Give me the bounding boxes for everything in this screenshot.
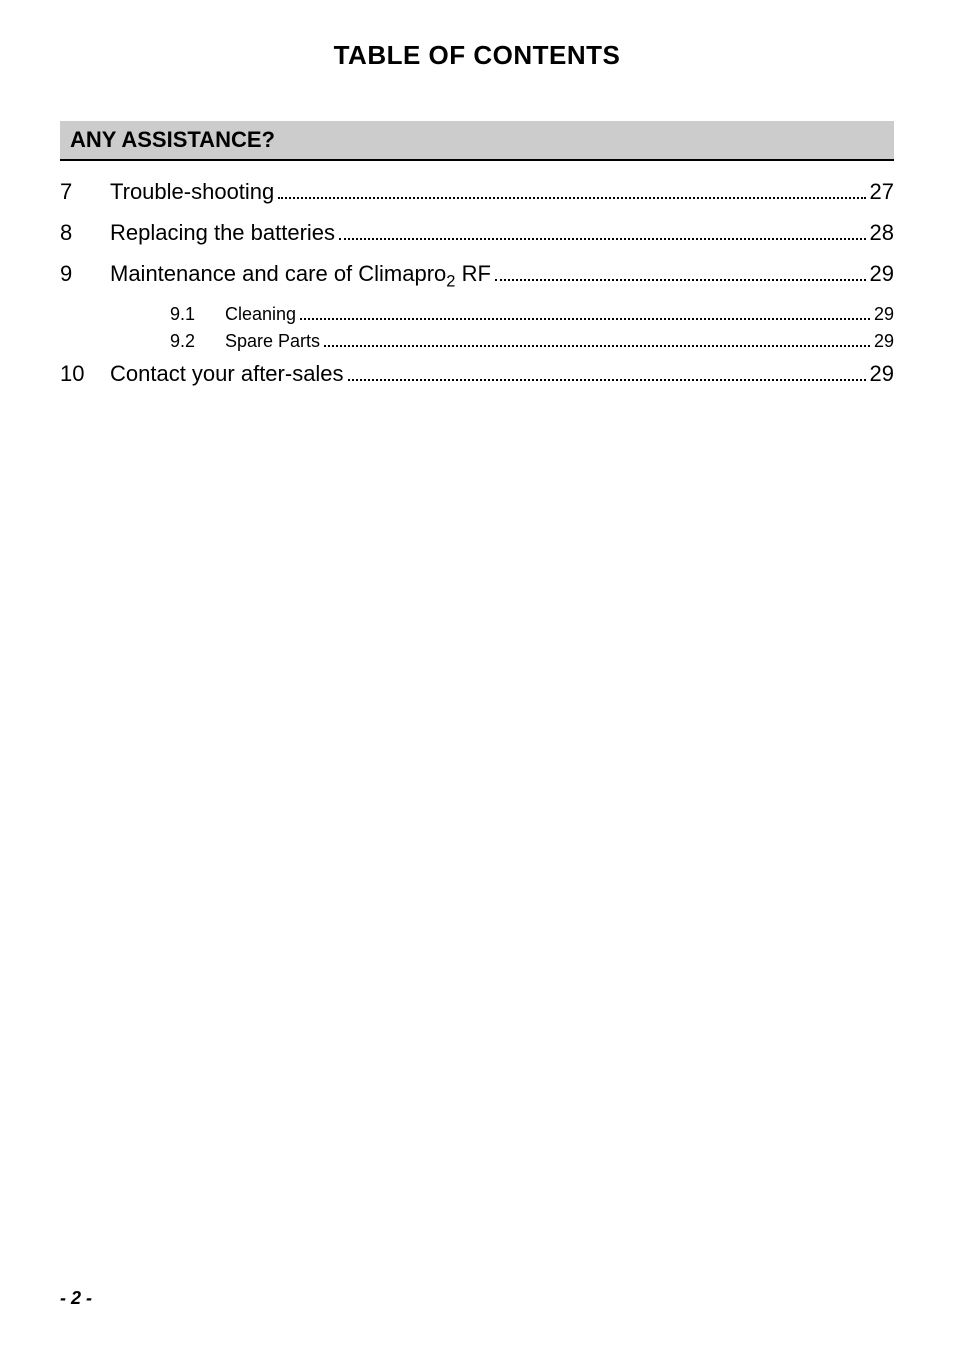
toc-number: 8 bbox=[60, 216, 110, 249]
toc-label: Replacing the batteries bbox=[110, 216, 335, 249]
toc-leader-dots bbox=[324, 345, 870, 347]
toc-sub-page: 29 bbox=[874, 302, 894, 327]
toc-number: 7 bbox=[60, 175, 110, 208]
toc-sub-entry: 9.2 Spare Parts 29 bbox=[60, 329, 894, 354]
toc-sub-number: 9.2 bbox=[170, 329, 225, 354]
toc-page: 27 bbox=[870, 175, 894, 208]
toc-number: 10 bbox=[60, 357, 110, 390]
page-title: TABLE OF CONTENTS bbox=[60, 40, 894, 71]
toc-entry: 7 Trouble-shooting 27 bbox=[60, 175, 894, 208]
toc-label: Contact your after-sales bbox=[110, 357, 344, 390]
toc-sub-entry: 9.1 Cleaning 29 bbox=[60, 302, 894, 327]
toc-label: Trouble-shooting bbox=[110, 175, 274, 208]
toc-sub-label: Cleaning bbox=[225, 302, 296, 327]
toc-leader-dots bbox=[495, 279, 866, 281]
toc-sub-page: 29 bbox=[874, 329, 894, 354]
toc-leader-dots bbox=[339, 238, 865, 240]
toc-page: 29 bbox=[870, 357, 894, 390]
toc-leader-dots bbox=[278, 197, 865, 199]
toc-leader-dots bbox=[348, 379, 866, 381]
toc-sub-label: Spare Parts bbox=[225, 329, 320, 354]
toc-page: 28 bbox=[870, 216, 894, 249]
toc-label-part: RF bbox=[455, 261, 490, 286]
page-footer: - 2 - bbox=[60, 1288, 92, 1309]
toc-sub-number: 9.1 bbox=[170, 302, 225, 327]
toc-entry: 8 Replacing the batteries 28 bbox=[60, 216, 894, 249]
toc-label: Maintenance and care of Climapro2 RF bbox=[110, 257, 491, 294]
section-header: ANY ASSISTANCE? bbox=[60, 121, 894, 161]
toc-number: 9 bbox=[60, 257, 110, 290]
toc-entry: 9 Maintenance and care of Climapro2 RF 2… bbox=[60, 257, 894, 294]
toc-label-part: Maintenance and care of Climapro bbox=[110, 261, 446, 286]
toc-entry: 10 Contact your after-sales 29 bbox=[60, 357, 894, 390]
toc-leader-dots bbox=[300, 318, 870, 320]
toc-list: 7 Trouble-shooting 27 8 Replacing the ba… bbox=[60, 175, 894, 390]
toc-page: 29 bbox=[870, 257, 894, 290]
